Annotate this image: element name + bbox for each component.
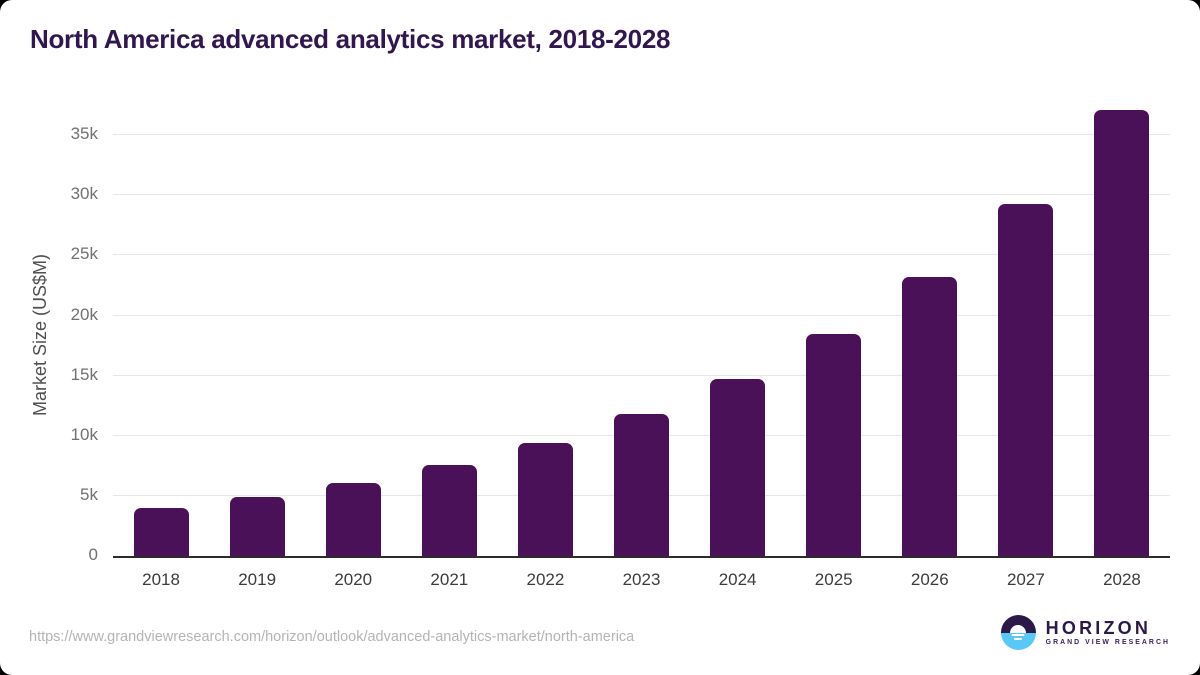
- x-tick-label: 2023: [622, 570, 661, 589]
- bar-slot: [113, 110, 209, 556]
- x-tick-label: 2021: [430, 570, 469, 589]
- bar-2025: [806, 333, 862, 556]
- gridline: [113, 134, 1170, 136]
- y-tick-label: 10k: [70, 424, 98, 444]
- logo-subtitle: GRAND VIEW RESEARCH: [1045, 639, 1170, 647]
- y-tick-label: 35k: [70, 124, 98, 144]
- y-tick-label: 15k: [70, 364, 98, 384]
- bars-container: [113, 110, 1170, 556]
- bar-2020: [325, 482, 381, 556]
- logo-icon-sky: [1000, 615, 1036, 633]
- bar-slot: [690, 110, 786, 556]
- x-tick-label: 2024: [718, 570, 757, 589]
- x-tick-label: 2022: [526, 570, 565, 589]
- y-tick-label: 5k: [80, 484, 98, 504]
- gridline: [113, 194, 1170, 196]
- gridline: [113, 374, 1170, 376]
- chart-title: North America advanced analytics market,…: [30, 24, 671, 54]
- x-tick-label: 2020: [334, 570, 373, 589]
- logo-icon-reflection-line: [1011, 634, 1025, 637]
- bar-2027: [998, 203, 1054, 556]
- x-tick-label: 2026: [910, 570, 949, 589]
- bar-slot: [209, 110, 305, 556]
- bar-slot: [1074, 110, 1170, 556]
- logo-icon-water: [1000, 632, 1036, 650]
- x-tick-label: 2027: [1006, 570, 1045, 589]
- x-tick-label: 2019: [238, 570, 277, 589]
- bar-slot: [882, 110, 978, 556]
- y-tick-label: 0: [88, 545, 98, 564]
- logo-icon-sun: [1010, 624, 1027, 633]
- logo-title: HORIZON: [1045, 617, 1152, 638]
- bar-slot: [305, 110, 401, 556]
- x-tick-label: 2025: [814, 570, 853, 589]
- x-axis-labels: 2018 2019 2020 2021 2022 2023 2024 2025 2026 2027…: [113, 570, 1170, 590]
- y-tick-label: 30k: [70, 184, 98, 204]
- source-url: https://www.grandviewresearch.com/horizo…: [29, 629, 635, 645]
- plot-area: 0 5k 10k 15k 20k 25k 30k 35k: [71, 110, 1170, 564]
- gridline: [113, 254, 1170, 256]
- logo-text: HORIZON GRAND VIEW RESEARCH: [1045, 617, 1170, 647]
- bar-2028: [1094, 110, 1150, 556]
- horizon-logo-icon: [1000, 615, 1036, 650]
- bar-slot: [497, 110, 593, 556]
- bar-2024: [710, 378, 766, 556]
- logo-icon-reflection-line: [1014, 638, 1023, 641]
- y-tick-label: 20k: [70, 304, 98, 324]
- bar-2022: [517, 443, 573, 556]
- bar-slot: [401, 110, 497, 556]
- bar-2021: [421, 465, 477, 556]
- gridline: [113, 314, 1170, 316]
- y-axis-title: Market Size (US$M): [30, 253, 50, 417]
- bar-2018: [133, 507, 189, 556]
- bar-2019: [229, 496, 285, 556]
- bar-2026: [902, 276, 958, 556]
- bar-slot: [593, 110, 689, 556]
- bar-slot: [786, 110, 882, 556]
- x-tick-label: 2028: [1103, 570, 1141, 589]
- horizon-logo: HORIZON GRAND VIEW RESEARCH: [1000, 615, 1170, 650]
- y-tick-label: 25k: [70, 244, 98, 264]
- bar-2023: [614, 414, 670, 556]
- x-tick-label: 2018: [142, 570, 180, 589]
- bar-slot: [978, 110, 1074, 556]
